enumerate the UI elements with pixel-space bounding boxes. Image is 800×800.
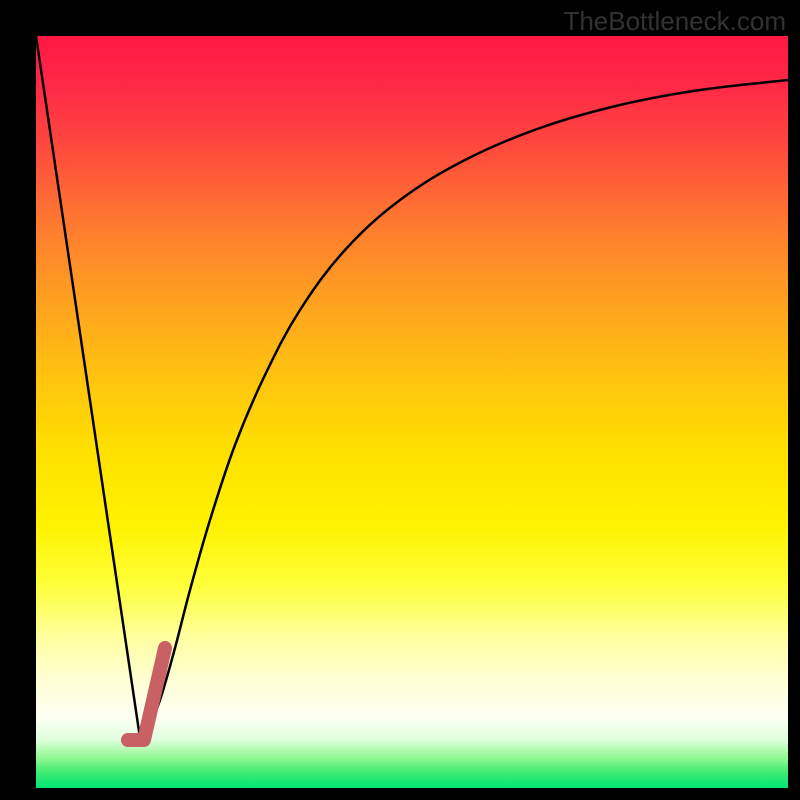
plot-background	[36, 36, 788, 788]
watermark-text: TheBottleneck.com	[563, 6, 786, 37]
chart-container	[0, 0, 800, 800]
bottleneck-chart	[0, 0, 800, 800]
